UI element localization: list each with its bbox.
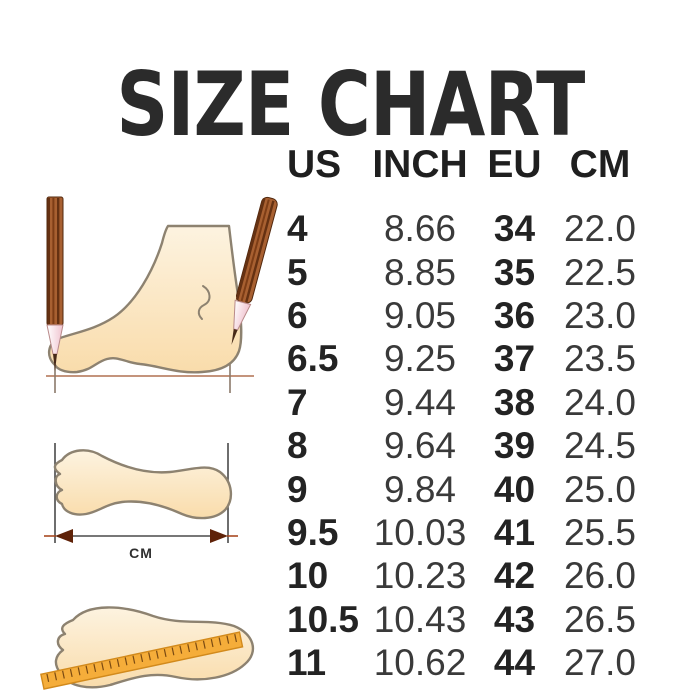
pencil-icon	[231, 196, 278, 345]
table-row: 7 9.44 38 24.0	[285, 381, 647, 424]
size-table: US INCH EU CM 4 8.66 34 22.0 5 8.85 35 2…	[285, 140, 647, 684]
table-row: 10.5 10.43 43 26.5	[285, 598, 647, 641]
ruler-icon	[40, 631, 244, 690]
eu-size: 38	[493, 381, 536, 423]
inch-size: 9.05	[383, 294, 456, 336]
cm-size: 25.5	[563, 511, 636, 553]
us-size: 10.5	[287, 598, 360, 640]
us-size: 6	[287, 294, 308, 336]
table-row: 6 9.05 36 23.0	[285, 294, 647, 337]
inch-size: 10.23	[373, 555, 467, 597]
ankle-mark	[197, 285, 211, 320]
us-size: 9	[287, 468, 308, 510]
footprint-icon	[53, 449, 233, 520]
size-table-header: US INCH EU CM	[285, 140, 647, 188]
foot-length-measure-illustration	[46, 196, 278, 393]
header: SIZE CHART	[0, 2, 700, 208]
table-row: 10 10.23 42 26.0	[285, 554, 647, 597]
eu-size: 40	[493, 468, 536, 510]
us-size: 10	[287, 555, 329, 597]
column-header-inch: INCH	[372, 142, 468, 186]
cm-size: 27.0	[563, 642, 636, 684]
us-size: 9.5	[287, 511, 339, 553]
us-size: 5	[287, 251, 308, 293]
inch-size: 9.44	[383, 381, 456, 423]
inch-size: 10.43	[373, 598, 467, 640]
cm-size: 22.0	[563, 208, 636, 250]
table-row: 9.5 10.03 41 25.5	[285, 511, 647, 554]
column-header-cm: CM	[569, 142, 631, 186]
eu-size: 41	[493, 511, 536, 553]
table-row: 8 9.64 39 24.5	[285, 424, 647, 467]
table-row: 6.5 9.25 37 23.5	[285, 337, 647, 380]
cm-size: 26.0	[563, 555, 636, 597]
eu-size: 35	[493, 251, 536, 293]
cm-size: 24.5	[563, 425, 636, 467]
eu-size: 34	[493, 208, 536, 250]
page-title: SIZE CHART	[115, 52, 585, 156]
column-header-eu: EU	[487, 142, 542, 186]
inch-size: 8.85	[383, 251, 456, 293]
cm-size: 26.5	[563, 598, 636, 640]
eu-size: 43	[493, 598, 536, 640]
footprint-length-illustration: CM	[44, 443, 238, 561]
table-row: 9 9.84 40 25.0	[285, 467, 647, 510]
us-size: 4	[287, 208, 308, 250]
us-size: 7	[287, 381, 308, 423]
us-size: 11	[287, 642, 327, 684]
eu-size: 44	[493, 642, 536, 684]
us-size: 6.5	[287, 338, 339, 380]
inch-size: 9.64	[383, 425, 456, 467]
eu-size: 39	[493, 425, 536, 467]
eu-size: 37	[493, 338, 536, 380]
table-row: 5 8.85 35 22.5	[285, 250, 647, 293]
cm-size: 24.0	[563, 381, 636, 423]
size-table-body: 4 8.66 34 22.0 5 8.85 35 22.5 6 9.05 36 …	[285, 207, 647, 684]
us-size: 8	[287, 425, 308, 467]
footprint-ruler-illustration	[40, 606, 255, 690]
inch-size: 10.62	[373, 642, 467, 684]
table-row: 11 10.62 44 27.0	[285, 641, 647, 684]
foot-side-icon	[47, 224, 243, 374]
cm-arrow	[44, 529, 238, 543]
cm-arrow-label: CM	[129, 545, 153, 561]
eu-size: 42	[493, 555, 536, 597]
table-row: 4 8.66 34 22.0	[285, 207, 647, 250]
cm-size: 23.0	[563, 294, 636, 336]
inch-size: 9.25	[383, 338, 456, 380]
pencil-icon	[46, 196, 64, 371]
cm-size: 25.0	[563, 468, 636, 510]
inch-size: 10.03	[373, 511, 467, 553]
cm-size: 23.5	[563, 338, 636, 380]
inch-size: 9.84	[383, 468, 456, 510]
column-header-us: US	[287, 142, 342, 186]
inch-size: 8.66	[383, 208, 456, 250]
eu-size: 36	[493, 294, 536, 336]
cm-size: 22.5	[563, 251, 636, 293]
